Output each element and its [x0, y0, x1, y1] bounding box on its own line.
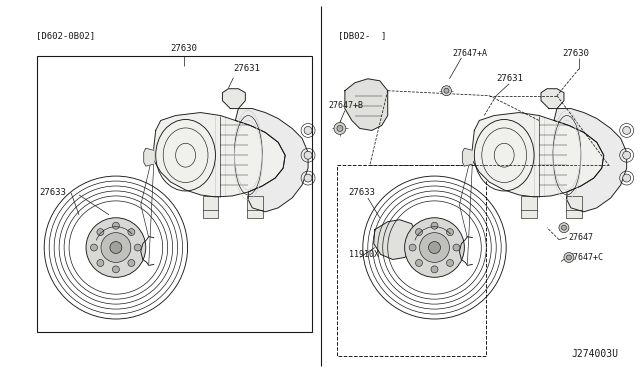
Polygon shape [374, 220, 417, 259]
Circle shape [337, 125, 343, 131]
Text: 27633: 27633 [39, 189, 66, 198]
Circle shape [409, 244, 416, 251]
Circle shape [444, 88, 449, 93]
Circle shape [110, 241, 122, 253]
Circle shape [623, 174, 630, 182]
Circle shape [97, 229, 104, 235]
Text: 27647: 27647 [569, 233, 594, 242]
Bar [202, 196, 218, 218]
Circle shape [431, 222, 438, 229]
Circle shape [566, 255, 572, 260]
Circle shape [431, 266, 438, 273]
Text: J274003U: J274003U [572, 349, 619, 359]
Text: 27633: 27633 [348, 189, 375, 198]
Circle shape [623, 151, 630, 159]
Circle shape [429, 241, 440, 253]
Polygon shape [154, 113, 285, 197]
Polygon shape [472, 113, 604, 197]
Circle shape [559, 223, 569, 232]
Polygon shape [462, 148, 472, 166]
Circle shape [128, 229, 135, 235]
Circle shape [420, 232, 449, 262]
Text: 27630: 27630 [170, 44, 197, 53]
Circle shape [101, 232, 131, 262]
Circle shape [86, 218, 146, 277]
Polygon shape [554, 109, 627, 212]
Circle shape [304, 174, 312, 182]
Text: 27630: 27630 [562, 48, 589, 58]
Circle shape [623, 126, 630, 134]
Circle shape [113, 266, 120, 273]
Polygon shape [541, 89, 564, 109]
Bar [566, 196, 582, 218]
Circle shape [561, 225, 566, 230]
Polygon shape [144, 148, 154, 166]
Polygon shape [223, 89, 245, 109]
Circle shape [442, 86, 451, 96]
Circle shape [90, 244, 97, 251]
Circle shape [415, 229, 422, 235]
Text: 27631: 27631 [496, 74, 523, 83]
Circle shape [415, 260, 422, 266]
Circle shape [334, 122, 346, 134]
Text: 11910X: 11910X [349, 250, 379, 259]
Circle shape [304, 126, 312, 134]
Bar [337, 165, 486, 356]
Bar [521, 196, 537, 218]
Bar [37, 56, 312, 332]
Circle shape [447, 229, 454, 235]
Circle shape [453, 244, 460, 251]
Text: 27647+A: 27647+A [452, 48, 488, 58]
Text: 27647+C: 27647+C [569, 253, 604, 262]
Bar [247, 196, 263, 218]
Circle shape [134, 244, 141, 251]
Text: 27631: 27631 [234, 64, 260, 73]
Text: 27647+B: 27647+B [328, 101, 363, 110]
Circle shape [447, 260, 454, 266]
Circle shape [404, 218, 465, 277]
Circle shape [128, 260, 135, 266]
Circle shape [97, 260, 104, 266]
Circle shape [304, 151, 312, 159]
Text: [D602-0B02]: [D602-0B02] [36, 31, 95, 40]
Circle shape [564, 253, 574, 262]
Text: [DB02-  ]: [DB02- ] [338, 31, 387, 40]
Polygon shape [236, 109, 308, 212]
Polygon shape [345, 79, 388, 131]
Circle shape [113, 222, 120, 229]
